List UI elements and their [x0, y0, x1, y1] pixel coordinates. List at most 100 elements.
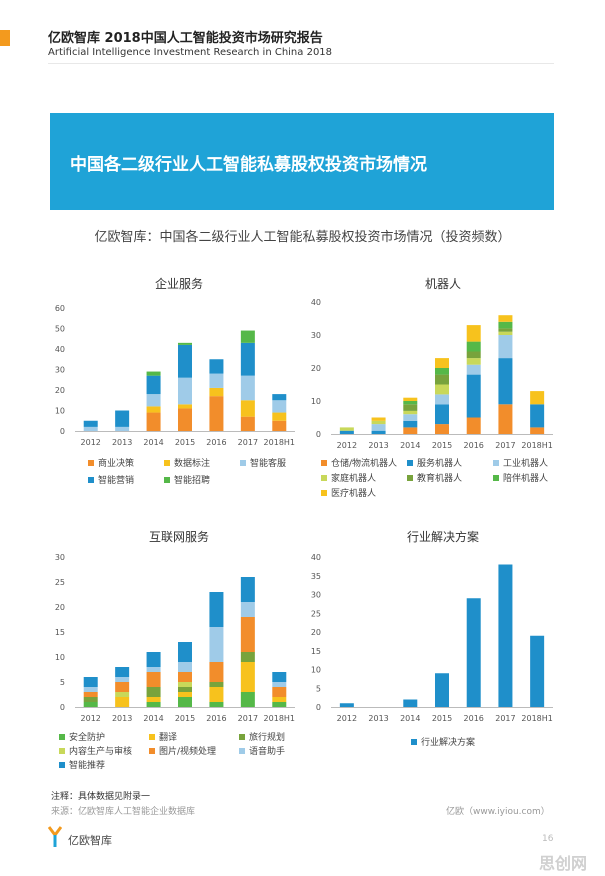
legend-swatch — [164, 460, 170, 466]
legend-swatch — [239, 734, 245, 740]
y-tick-label: 40 — [311, 553, 321, 562]
bar-segment — [371, 430, 386, 434]
y-tick-label: 50 — [55, 325, 65, 334]
bar-segment — [178, 687, 192, 692]
bar-segment — [498, 315, 513, 322]
y-tick-label: 15 — [55, 628, 65, 637]
bar-segment — [146, 652, 161, 667]
bar-segment — [339, 427, 354, 431]
bar-segment — [240, 652, 255, 662]
legend-swatch — [407, 460, 413, 466]
legend-swatch — [321, 490, 327, 496]
x-tick-label: 2018H1 — [521, 714, 552, 723]
legend-swatch — [149, 748, 155, 754]
logo-icon — [48, 826, 62, 847]
bar-segment — [498, 358, 513, 405]
bar-segment — [178, 344, 192, 378]
y-tick-label: 0 — [60, 427, 65, 436]
bar-segment — [209, 359, 224, 374]
bar-segment — [240, 375, 255, 401]
bar-segment — [403, 404, 418, 411]
legend-label: 行业解决方案 — [421, 736, 475, 748]
bar-segment — [435, 358, 449, 368]
header-divider — [48, 63, 554, 64]
bar-segment — [146, 371, 161, 376]
bar-segment — [146, 672, 161, 687]
bar-segment — [240, 342, 255, 376]
bar-segment — [403, 699, 418, 707]
bar-segment — [371, 420, 386, 425]
legend-swatch — [59, 762, 65, 768]
bar-segment — [209, 627, 224, 662]
chart-subtitle: 亿欧智库：中国各二级行业人工智能私募股权投资市场情况（投资频数） — [94, 230, 511, 245]
bar-segment — [240, 602, 255, 617]
legend-label: 商业决策 — [98, 457, 134, 469]
watermark: 思创网 — [539, 854, 588, 873]
legend-swatch — [407, 475, 413, 481]
bar-segment — [435, 368, 449, 375]
y-tick-label: 35 — [311, 572, 321, 581]
bar-segment — [272, 702, 287, 707]
x-tick-label: 2012 — [337, 714, 357, 723]
bar-segment — [272, 697, 287, 702]
x-tick-label: 2012 — [81, 714, 101, 723]
x-tick-label: 2014 — [143, 438, 163, 447]
legend-swatch — [493, 475, 499, 481]
x-tick-label: 2017 — [495, 441, 515, 450]
bar-segment — [403, 401, 418, 405]
bar-segment — [466, 358, 481, 365]
bar-segment — [146, 375, 161, 395]
bar-segment — [371, 424, 386, 431]
bar-segment — [209, 687, 224, 702]
bar-segment — [178, 662, 192, 672]
bar-segment — [115, 667, 130, 677]
x-tick-label: 2015 — [432, 714, 452, 723]
site-credit: 亿欧（www.iyiou.com） — [446, 807, 550, 817]
bar-segment — [209, 662, 224, 682]
y-tick-label: 20 — [311, 364, 321, 373]
bar-segment — [240, 577, 255, 602]
bar-segment — [209, 387, 224, 397]
bar-segment — [403, 420, 418, 428]
y-tick-label: 25 — [55, 578, 65, 587]
y-tick-label: 30 — [55, 553, 65, 562]
bar-segment — [146, 702, 161, 707]
bar-segment — [146, 687, 161, 697]
x-tick-label: 2015 — [175, 714, 195, 723]
y-tick-label: 30 — [311, 331, 321, 340]
bar-segment — [240, 330, 255, 343]
legend-label: 智能招聘 — [174, 474, 210, 486]
x-tick-label: 2017 — [238, 714, 258, 723]
bar-segment — [83, 420, 98, 427]
x-tick-label: 2014 — [400, 441, 420, 450]
bar-segment — [498, 331, 513, 335]
bar-segment — [466, 417, 481, 434]
chart-title: 行业解决方案 — [407, 529, 479, 544]
y-tick-label: 30 — [311, 591, 321, 600]
bar-segment — [272, 682, 287, 687]
section-banner: 中国各二级行业人工智能私募股权投资市场情况 — [50, 113, 554, 210]
bar-segment — [272, 420, 287, 431]
bar-segment — [209, 396, 224, 431]
bar-segment — [240, 662, 255, 692]
bar-segment — [83, 692, 98, 697]
legend-label: 内容生产与审核 — [69, 745, 132, 757]
bar-segment — [498, 404, 513, 434]
x-tick-label: 2014 — [400, 714, 420, 723]
x-tick-label: 2016 — [464, 714, 484, 723]
legend-label: 医疗机器人 — [331, 487, 376, 499]
bar-segment — [466, 374, 481, 418]
bar-segment — [530, 427, 545, 434]
bar-segment — [466, 341, 481, 352]
chart-title: 机器人 — [425, 277, 461, 291]
bar-segment — [435, 374, 449, 385]
bar-segment — [435, 394, 449, 405]
y-tick-label: 0 — [60, 703, 65, 712]
bar-segment — [115, 682, 130, 692]
bar-segment — [272, 394, 287, 401]
x-tick-label: 2015 — [432, 441, 452, 450]
legend-label: 教育机器人 — [417, 472, 462, 484]
legend-swatch — [59, 734, 65, 740]
bar-segment — [209, 702, 224, 707]
bar-segment — [466, 325, 481, 342]
